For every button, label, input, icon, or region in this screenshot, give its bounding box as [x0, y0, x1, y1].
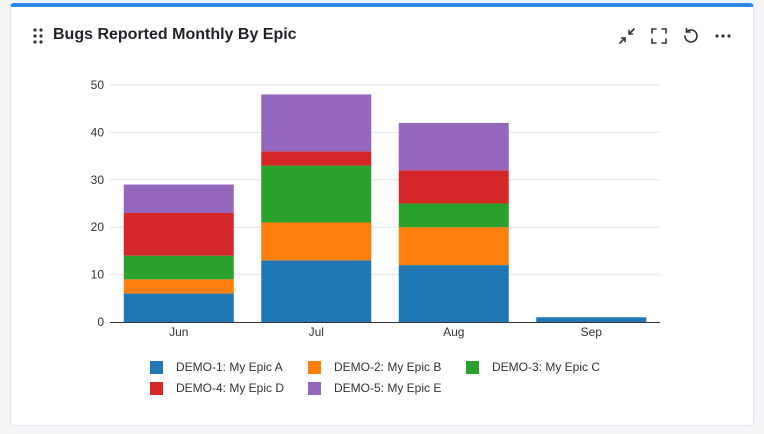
- card-toolbar: [617, 26, 733, 46]
- legend-swatch: [308, 381, 321, 395]
- legend-item[interactable]: DEMO-4: My Epic D: [150, 381, 308, 395]
- bar-segment: [398, 122, 509, 171]
- x-tick-label: Aug: [443, 325, 464, 339]
- legend-item[interactable]: DEMO-3: My Epic C: [466, 360, 624, 374]
- chart-legend: DEMO-1: My Epic A DEMO-2: My Epic B DEMO-3…: [150, 360, 620, 395]
- y-tick-label: 30: [91, 173, 105, 187]
- bar-segment: [123, 184, 234, 213]
- bar-segment: [123, 255, 234, 280]
- more-icon: [715, 34, 731, 38]
- refresh-icon: [684, 27, 698, 43]
- y-tick-label: 40: [91, 125, 105, 139]
- y-tick-label: 10: [91, 268, 105, 282]
- x-tick-label: Jun: [169, 325, 188, 339]
- drag-handle-icon[interactable]: [33, 28, 43, 44]
- fullscreen-button[interactable]: [649, 26, 669, 46]
- legend-label: DEMO-1: My Epic A: [176, 360, 283, 374]
- bar-segment: [398, 265, 509, 322]
- bar-segment: [536, 317, 647, 322]
- bar-segment: [261, 222, 372, 261]
- x-tick-label: Jul: [309, 325, 324, 339]
- bar-segment: [398, 227, 509, 266]
- legend-label: DEMO-5: My Epic E: [334, 381, 442, 395]
- refresh-button[interactable]: [681, 26, 701, 46]
- legend-swatch: [150, 360, 163, 374]
- collapse-icon: [619, 28, 635, 44]
- more-button[interactable]: [713, 26, 733, 46]
- chart-title: Bugs Reported Monthly By Epic: [53, 26, 297, 43]
- bar-segment: [261, 94, 372, 152]
- legend-item[interactable]: DEMO-5: My Epic E: [308, 381, 466, 395]
- y-tick-label: 20: [91, 220, 105, 234]
- bar-segment: [398, 203, 509, 228]
- bar-segment: [261, 165, 372, 223]
- y-tick-label: 50: [91, 78, 105, 92]
- legend-label: DEMO-3: My Epic C: [492, 360, 601, 374]
- y-tick-label: 0: [97, 315, 104, 329]
- legend-item[interactable]: DEMO-1: My Epic A: [150, 360, 308, 374]
- fullscreen-icon: [651, 28, 667, 44]
- legend-swatch: [150, 381, 163, 395]
- legend-label: DEMO-2: My Epic B: [334, 360, 442, 374]
- legend-label: DEMO-4: My Epic D: [176, 381, 285, 395]
- bar-segment: [123, 293, 234, 322]
- bar-segment: [123, 212, 234, 256]
- legend-swatch: [308, 360, 321, 374]
- bar-segment: [398, 170, 509, 204]
- bar-segment: [261, 260, 372, 322]
- legend-item[interactable]: DEMO-2: My Epic B: [308, 360, 466, 374]
- collapse-button[interactable]: [617, 26, 637, 46]
- bar-segment: [123, 279, 234, 294]
- legend-swatch: [466, 360, 479, 374]
- x-tick-label: Sep: [581, 325, 603, 339]
- bar-segment: [261, 151, 372, 166]
- card-header: Bugs Reported Monthly By Epic: [11, 7, 753, 63]
